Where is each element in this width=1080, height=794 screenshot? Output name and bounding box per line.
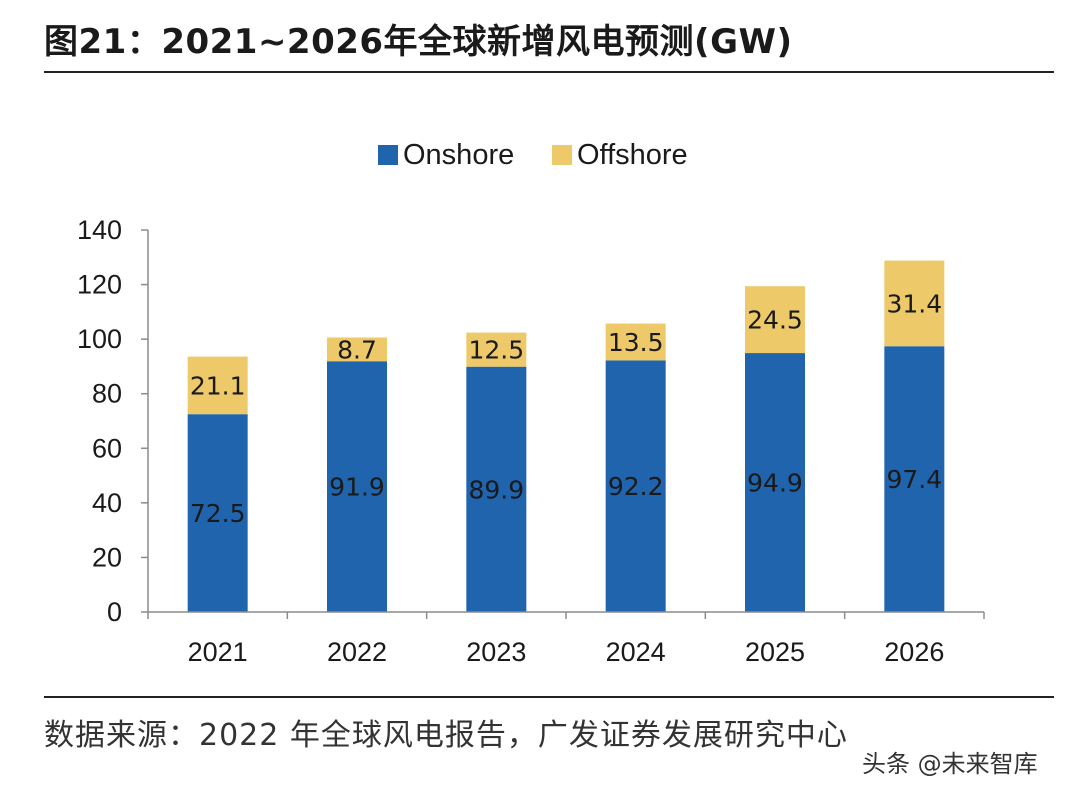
bar-onshore-2025 <box>745 353 805 612</box>
bar-series: 72.5 21.1 91.9 8.7 89.9 12.5 92.2 13.5 94.9 24.5 9… <box>187 260 945 612</box>
x-tick-label: 2023 <box>466 637 526 667</box>
bar-offshore-2021 <box>187 356 248 415</box>
bar-offshore-2024 <box>605 323 666 361</box>
data-label-offshore-2024: 13.5 <box>608 328 664 357</box>
y-tick-label: 140 <box>77 215 122 245</box>
data-label-offshore-2023: 12.5 <box>468 336 524 365</box>
data-label-onshore-2026: 97.4 <box>886 465 942 494</box>
y-tick-label: 40 <box>92 488 122 518</box>
y-tick-label: 100 <box>77 324 122 354</box>
y-tick-label: 120 <box>77 270 122 300</box>
bar-offshore-2022 <box>327 337 387 362</box>
x-tick-label: 2025 <box>745 637 805 667</box>
bar-onshore-2024 <box>605 360 666 612</box>
watermark: 头条 @未来智库 <box>862 750 1038 778</box>
y-tick-label: 20 <box>92 542 122 572</box>
x-tick-label: 2022 <box>327 637 387 667</box>
data-label-onshore-2023: 89.9 <box>468 475 524 504</box>
bar-offshore-2026 <box>884 260 945 347</box>
stacked-bar-chart: Onshore Offshore 0 20 40 60 80 100 120 140 72.5 2… <box>77 139 985 667</box>
bar-onshore-2026 <box>884 346 945 612</box>
x-tick-label: 2024 <box>606 637 666 667</box>
y-tick-label: 60 <box>92 433 122 463</box>
bar-onshore-2021 <box>187 414 248 612</box>
data-label-offshore-2022: 8.7 <box>337 335 377 364</box>
y-tick-label: 80 <box>92 379 122 409</box>
bar-onshore-2023 <box>466 366 527 612</box>
data-label-offshore-2026: 31.4 <box>886 289 942 318</box>
data-label-onshore-2025: 94.9 <box>747 469 803 498</box>
title-divider <box>44 71 1054 73</box>
x-axis: 2021 2022 2023 2024 2025 2026 <box>147 611 985 667</box>
data-label-onshore-2022: 91.9 <box>329 473 385 502</box>
data-label-offshore-2025: 24.5 <box>747 306 803 335</box>
data-label-offshore-2021: 21.1 <box>190 371 246 400</box>
data-source-note: 数据来源：2022 年全球风电报告，广发证券发展研究中心 <box>44 718 848 753</box>
x-tick-label: 2026 <box>884 637 944 667</box>
page-title: 图21：2021~2026年全球新增风电预测(GW) <box>44 22 793 62</box>
bar-onshore-2022 <box>327 361 387 612</box>
source-divider <box>44 696 1054 698</box>
legend-label-onshore: Onshore <box>403 139 514 171</box>
chart-legend: Onshore Offshore <box>378 139 688 171</box>
legend-swatch-offshore <box>552 145 572 165</box>
legend-label-offshore: Offshore <box>577 139 688 171</box>
bar-offshore-2025 <box>745 286 805 354</box>
y-tick-label: 0 <box>107 597 122 627</box>
data-label-onshore-2021: 72.5 <box>190 499 246 528</box>
data-label-onshore-2024: 92.2 <box>608 472 664 501</box>
x-tick-label: 2021 <box>188 637 248 667</box>
legend-swatch-onshore <box>378 145 398 165</box>
bar-offshore-2023 <box>466 332 527 367</box>
y-axis: 0 20 40 60 80 100 120 140 <box>77 215 149 627</box>
